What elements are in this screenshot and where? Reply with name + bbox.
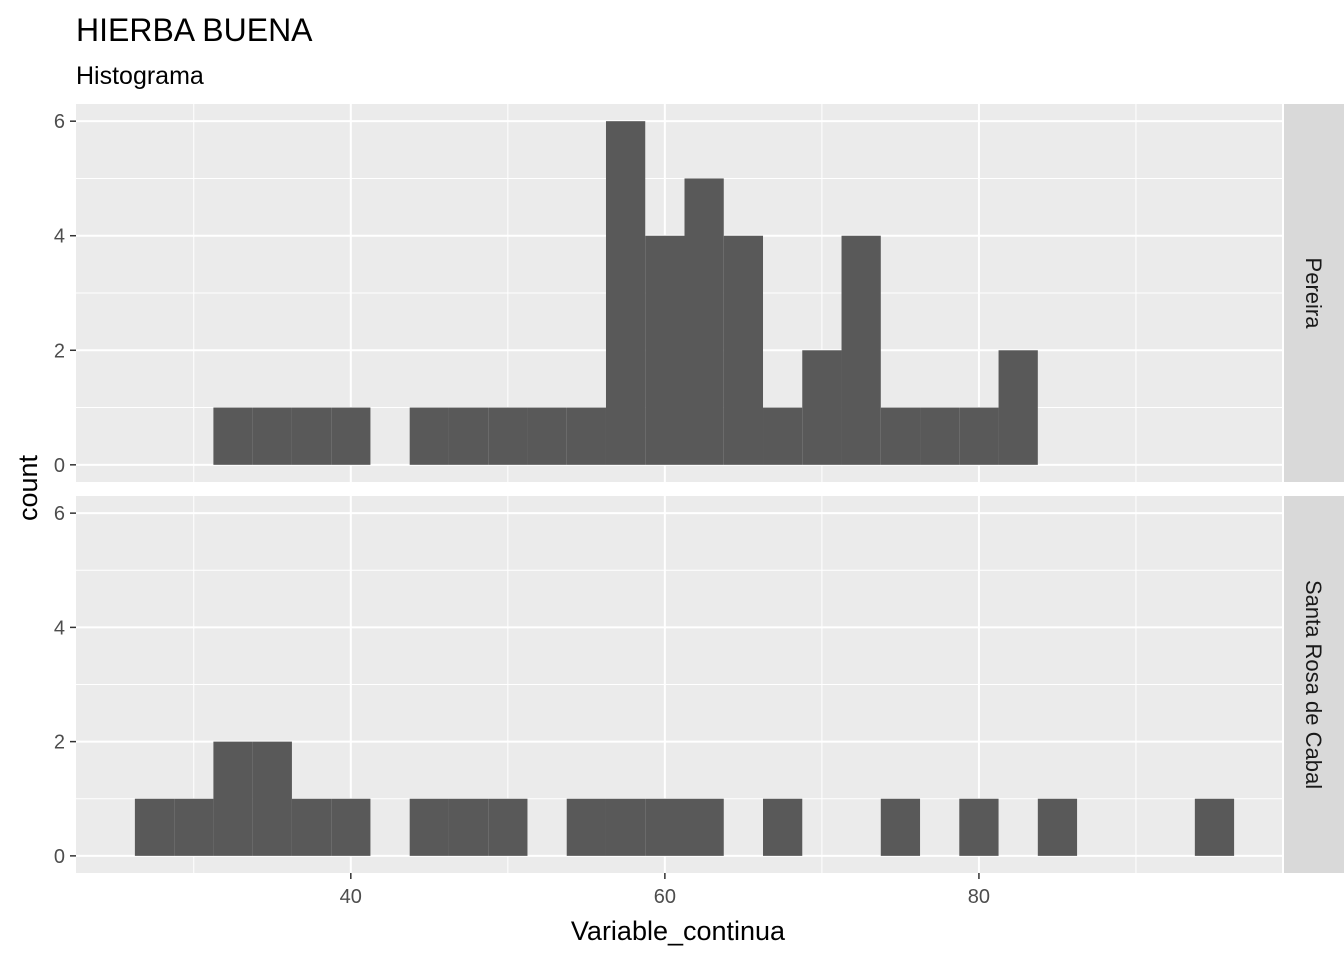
histogram-bar <box>488 407 528 465</box>
histogram-bar <box>488 798 528 856</box>
x-tick-label: 60 <box>654 886 676 908</box>
histogram-bar <box>684 798 724 856</box>
y-tick-label: 0 <box>54 846 65 868</box>
histogram-bar <box>291 407 332 465</box>
histogram-bar <box>527 407 567 465</box>
x-tick-label: 40 <box>340 886 362 908</box>
chart-subtitle: Histograma <box>76 62 204 90</box>
histogram-bar <box>213 741 253 856</box>
histogram-bar <box>959 407 999 465</box>
histogram-bar <box>880 407 921 465</box>
histogram-bar <box>605 798 646 856</box>
histogram-bar <box>134 798 175 856</box>
histogram-bar <box>331 798 371 856</box>
facet-panel-1: 0 2 4 6 Santa Rosa de Cabal <box>54 496 1344 873</box>
histogram-bar <box>605 121 646 465</box>
y-tick-label: 2 <box>54 732 65 754</box>
histogram-bar <box>959 798 999 856</box>
histogram-bar <box>252 741 292 856</box>
histogram-bar <box>1194 798 1235 856</box>
histogram-bar <box>213 407 253 465</box>
y-tick-label: 6 <box>54 503 65 525</box>
histogram-bar <box>802 350 842 465</box>
chart-title: HIERBA BUENA <box>76 12 313 48</box>
facet-strip-label: Pereira <box>1301 258 1326 330</box>
histogram-bar <box>880 798 921 856</box>
histogram-bar <box>1037 798 1078 856</box>
facet-strip <box>1284 496 1344 873</box>
histogram-bar <box>291 798 332 856</box>
histogram-bar <box>645 798 685 856</box>
histogram-bar <box>645 235 685 465</box>
x-axis-title: Variable_continua <box>571 916 786 946</box>
y-tick-label: 2 <box>54 340 65 362</box>
facet-strip-label: Santa Rosa de Cabal <box>1301 580 1326 789</box>
histogram-bar <box>566 798 606 856</box>
histogram-bar <box>174 798 214 856</box>
y-axis-title: count <box>13 454 43 521</box>
histogram-bar <box>998 350 1038 465</box>
facet-panel-0: 0 2 4 6 Pereira <box>54 104 1344 482</box>
histogram-bar <box>252 407 292 465</box>
histogram-bar <box>409 798 449 856</box>
facet-panels: 0 2 4 6 Pereira 0 2 4 6 Santa Rosa de Cabal 40 60 80 <box>54 104 1344 908</box>
facet-strip <box>1284 104 1344 482</box>
histogram-bar <box>763 407 803 465</box>
y-tick-label: 4 <box>54 226 65 248</box>
histogram-bar <box>331 407 371 465</box>
histogram-bar <box>566 407 606 465</box>
x-tick-label: 80 <box>968 886 990 908</box>
y-tick-label: 0 <box>54 455 65 477</box>
histogram-bar <box>409 407 449 465</box>
y-tick-label: 6 <box>54 111 65 133</box>
y-tick-label: 4 <box>54 617 65 639</box>
histogram-bar <box>448 798 489 856</box>
histogram-bar <box>684 178 724 465</box>
histogram-bar <box>841 235 881 465</box>
histogram-bar <box>723 235 764 465</box>
histogram-bar <box>763 798 803 856</box>
histogram-bar <box>920 407 960 465</box>
histogram-bar <box>448 407 489 465</box>
